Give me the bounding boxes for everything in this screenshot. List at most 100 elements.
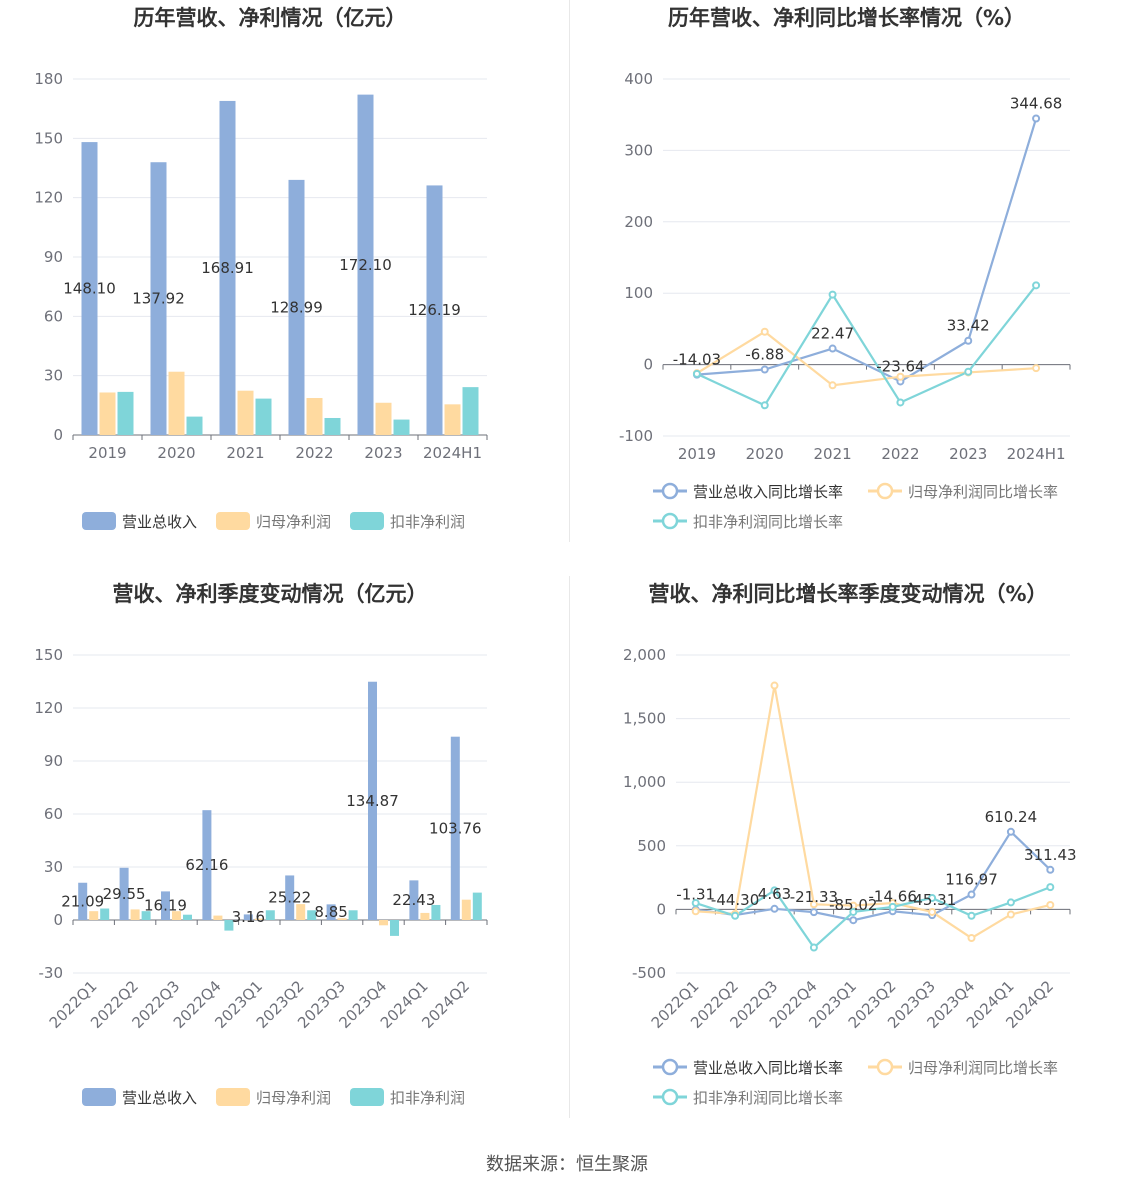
data-label: 21.09 — [61, 892, 104, 910]
bar-deducted — [141, 911, 151, 920]
y-tick-label: 30 — [44, 858, 63, 876]
data-point — [760, 327, 769, 336]
bar-deducted — [186, 416, 203, 435]
legend-label: 扣非净利润同比增长率 — [693, 1089, 843, 1107]
legend-swatch — [82, 512, 116, 530]
data-point — [770, 904, 779, 913]
y-tick-label: 2,000 — [623, 646, 666, 664]
legend-label: 扣非净利润同比增长率 — [693, 513, 843, 531]
data-point — [692, 369, 701, 378]
y-tick-label: -500 — [632, 964, 666, 982]
x-tick-label: 2021 — [813, 445, 851, 463]
bar-netprofit — [375, 402, 392, 435]
bar-deducted — [390, 920, 399, 936]
data-point — [691, 907, 700, 916]
y-tick-label: 90 — [44, 752, 63, 770]
data-point — [1006, 898, 1015, 907]
legend-label: 归母净利润同比增长率 — [908, 1059, 1058, 1077]
legend-label: 营业总收入 — [122, 1089, 197, 1107]
bar-netprofit — [213, 915, 223, 920]
bar-deducted — [265, 910, 275, 920]
data-point — [964, 367, 973, 376]
bar-netprofit — [461, 899, 471, 920]
chart-title: 历年营收、净利同比增长率情况（%） — [668, 6, 1025, 30]
bar-revenue — [288, 179, 305, 435]
chart-panel-quarterly-growth: 营收、净利同比增长率季度变动情况（%） 营业总收入同比增长率 归母净利润同比增长率扣… — [567, 576, 1134, 1152]
line-series-revenue — [696, 118, 1038, 383]
data-point — [828, 290, 837, 299]
legend-label: 扣非净利润 — [390, 1089, 465, 1107]
annual-revenue-bar-chart: 历年营收、净利情况（亿元） 0 30 60 90 120 150 180 2019 2020 202… — [34, 6, 488, 531]
legend-swatch-marker — [661, 1088, 679, 1106]
data-point — [809, 908, 818, 917]
x-tick-label: 2023 — [949, 445, 987, 463]
bar-netprofit — [172, 911, 181, 920]
chart-panel-annual-growth: 历年营收、净利同比增长率情况（%） -100 0 100 200 300 400 2019 20… — [567, 0, 1134, 576]
y-tick-label: 120 — [34, 189, 63, 207]
bar-revenue — [161, 891, 170, 920]
bar-deducted — [117, 391, 134, 435]
data-point — [828, 344, 837, 353]
y-tick-label: 400 — [624, 70, 653, 88]
data-point — [967, 890, 976, 899]
divider-top — [569, 0, 570, 542]
bar-netprofit — [89, 911, 99, 920]
data-label: 22.43 — [392, 891, 435, 909]
bar-netprofit — [254, 918, 264, 920]
chart-title: 历年营收、净利情况（亿元） — [134, 6, 407, 30]
bar-netprofit — [237, 390, 254, 435]
legend-swatch-marker — [661, 482, 679, 500]
x-tick-label: 2024H1 — [423, 444, 482, 462]
legend-swatch — [82, 1088, 116, 1106]
x-tick-label: 2022 — [881, 445, 919, 463]
y-tick-label: 1,500 — [623, 710, 666, 728]
data-label: -45.31 — [908, 891, 956, 909]
bar-revenue — [285, 875, 295, 920]
data-label: -21.33 — [790, 888, 838, 906]
bar-netprofit — [420, 912, 430, 920]
data-label: 168.91 — [201, 259, 254, 277]
y-tick-label: 100 — [624, 284, 653, 302]
data-point — [1006, 910, 1015, 919]
data-point — [770, 681, 779, 690]
bar-netprofit — [306, 398, 323, 435]
data-label: 134.87 — [346, 792, 399, 810]
data-point — [896, 398, 905, 407]
bar-deducted — [100, 908, 110, 920]
data-label: -6.88 — [745, 346, 784, 364]
data-label: 4.63 — [758, 885, 791, 903]
data-label: 148.10 — [63, 280, 116, 298]
bar-revenue — [368, 681, 377, 920]
line-series-revenue — [695, 830, 1052, 922]
chart-panel-annual-revenue: 历年营收、净利情况（亿元） 0 30 60 90 120 150 180 2019 2020 202… — [0, 0, 567, 576]
y-tick-label: 300 — [624, 141, 653, 159]
data-label: 172.10 — [339, 256, 392, 274]
data-label: 128.99 — [270, 298, 323, 316]
x-tick-label: 2019 — [88, 444, 126, 462]
data-point — [828, 381, 837, 390]
data-point — [1032, 114, 1041, 123]
y-tick-label: -100 — [619, 427, 653, 445]
data-label: 8.85 — [314, 903, 347, 921]
data-point — [928, 893, 937, 902]
data-point — [1032, 281, 1041, 290]
data-label: 610.24 — [985, 808, 1038, 826]
data-label: -44.30 — [711, 891, 759, 909]
y-tick-label: 0 — [643, 356, 653, 374]
bar-netprofit — [99, 392, 116, 435]
data-point — [1046, 865, 1055, 874]
data-point — [964, 336, 973, 345]
y-tick-label: 60 — [44, 805, 63, 823]
data-point — [809, 900, 818, 909]
bar-revenue — [409, 880, 419, 920]
data-label: -14.66 — [869, 887, 917, 905]
data-label: 62.16 — [185, 856, 228, 874]
data-point — [896, 372, 905, 381]
bar-netprofit — [444, 404, 461, 435]
chart-body: -50005001,0001,5002,0002022Q12022Q22022Q… — [623, 646, 1077, 1032]
data-point — [928, 907, 937, 916]
y-tick-label: 60 — [44, 307, 63, 325]
line-series-deducted — [696, 284, 1037, 407]
data-point — [809, 943, 818, 952]
bar-deducted — [324, 417, 341, 435]
